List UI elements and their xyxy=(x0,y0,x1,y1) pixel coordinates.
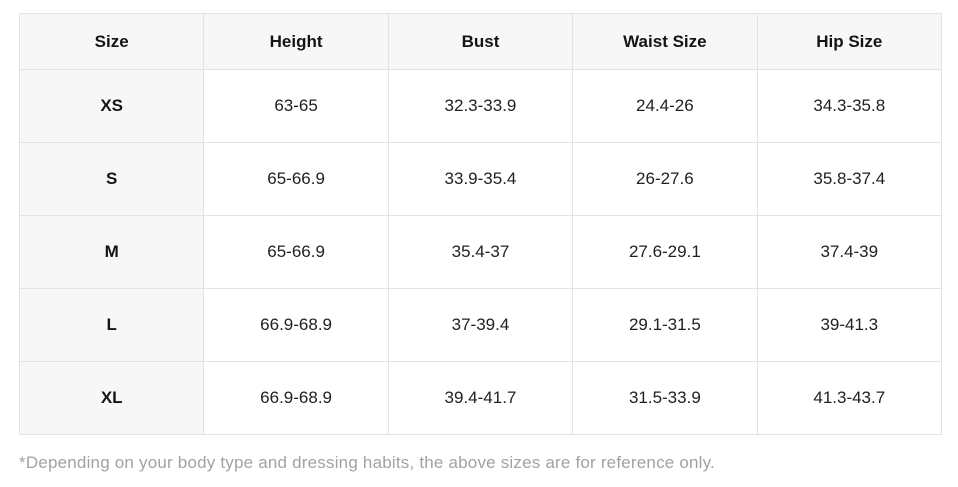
table-row-xs: XS 63-65 32.3-33.9 24.4-26 34.3-35.8 xyxy=(18,69,943,143)
table-row-s: S 65-66.9 33.9-35.4 26-27.6 35.8-37.4 xyxy=(18,142,943,216)
bust-value: 35.4-37 xyxy=(387,215,574,289)
waist-value: 27.6-29.1 xyxy=(572,215,758,289)
header-row: Size Height Bust Waist Size Hip Size xyxy=(18,13,943,70)
size-chart-header: Size Height Bust Waist Size Hip Size xyxy=(18,13,943,70)
table-row-m: M 65-66.9 35.4-37 27.6-29.1 37.4-39 xyxy=(18,215,943,289)
table-row-xl: XL 66.9-68.9 39.4-41.7 31.5-33.9 41.3-43… xyxy=(18,361,943,435)
height-value: 65-66.9 xyxy=(203,215,389,289)
size-label: XL xyxy=(18,361,205,435)
hip-value: 41.3-43.7 xyxy=(756,361,943,435)
bust-value: 32.3-33.9 xyxy=(387,69,574,143)
height-value: 63-65 xyxy=(203,69,389,143)
size-label: S xyxy=(18,142,205,216)
size-label: M xyxy=(18,215,205,289)
height-value: 66.9-68.9 xyxy=(203,361,389,435)
height-value: 65-66.9 xyxy=(203,142,389,216)
waist-value: 24.4-26 xyxy=(572,69,758,143)
size-label: XS xyxy=(18,69,205,143)
bust-value: 33.9-35.4 xyxy=(387,142,574,216)
size-chart: Size Height Bust Waist Size Hip Size XS … xyxy=(18,13,943,435)
table-row-l: L 66.9-68.9 37-39.4 29.1-31.5 39-41.3 xyxy=(18,288,943,362)
size-label: L xyxy=(18,288,205,362)
bust-value: 37-39.4 xyxy=(387,288,574,362)
height-value: 66.9-68.9 xyxy=(203,288,389,362)
hip-value: 34.3-35.8 xyxy=(756,69,943,143)
waist-value: 26-27.6 xyxy=(572,142,758,216)
bust-value: 39.4-41.7 xyxy=(387,361,574,435)
hip-value: 37.4-39 xyxy=(756,215,943,289)
hip-value: 39-41.3 xyxy=(756,288,943,362)
size-chart-body: XS 63-65 32.3-33.9 24.4-26 34.3-35.8 S 6… xyxy=(18,69,943,435)
column-header-size: Size xyxy=(18,13,205,70)
size-chart-footnote: *Depending on your body type and dressin… xyxy=(19,453,716,472)
waist-value: 31.5-33.9 xyxy=(572,361,758,435)
hip-value: 35.8-37.4 xyxy=(756,142,943,216)
size-chart-table: Size Height Bust Waist Size Hip Size XS … xyxy=(18,13,943,435)
column-header-bust: Bust xyxy=(387,13,574,70)
waist-value: 29.1-31.5 xyxy=(572,288,758,362)
column-header-height: Height xyxy=(203,13,389,70)
column-header-waist: Waist Size xyxy=(572,13,758,70)
column-header-hip: Hip Size xyxy=(756,13,943,70)
